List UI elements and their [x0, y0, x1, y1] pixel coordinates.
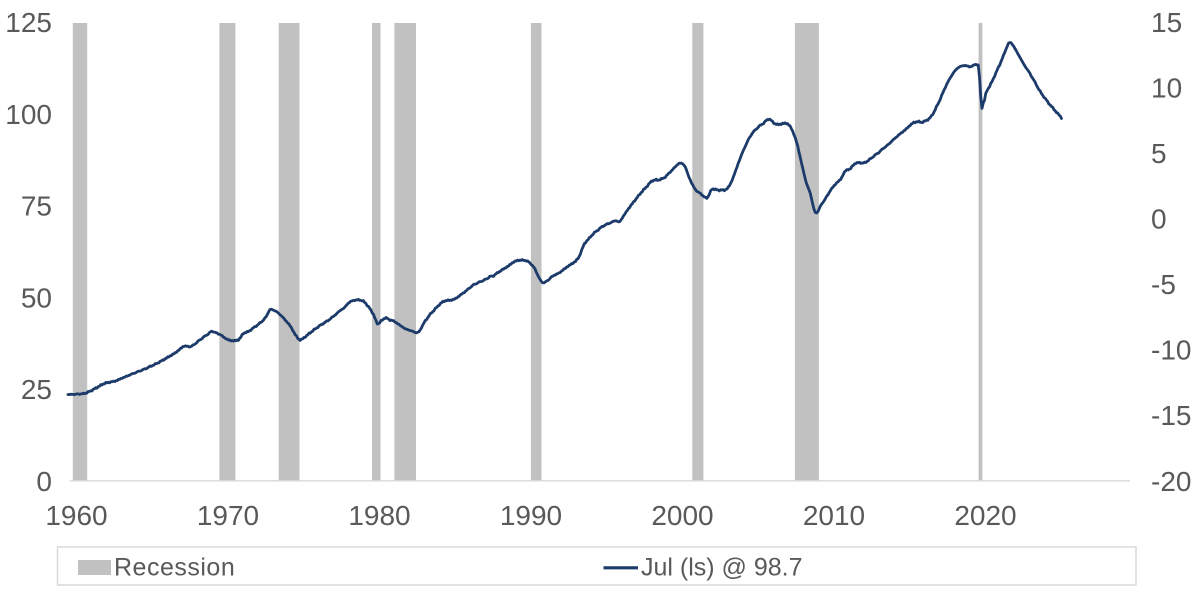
svg-text:-5: -5: [1151, 269, 1176, 300]
svg-text:2020: 2020: [954, 500, 1016, 531]
svg-text:0: 0: [36, 466, 52, 497]
svg-text:1960: 1960: [45, 500, 107, 531]
svg-text:5: 5: [1151, 138, 1167, 169]
svg-text:25: 25: [21, 374, 52, 405]
svg-text:-15: -15: [1151, 400, 1191, 431]
svg-text:2000: 2000: [651, 500, 713, 531]
svg-text:-10: -10: [1151, 335, 1191, 366]
svg-text:125: 125: [5, 7, 52, 38]
svg-text:75: 75: [21, 191, 52, 222]
svg-text:1970: 1970: [197, 500, 259, 531]
svg-text:50: 50: [21, 282, 52, 313]
svg-text:0: 0: [1151, 204, 1167, 235]
svg-text:Recession: Recession: [114, 554, 235, 582]
svg-text:1990: 1990: [500, 500, 562, 531]
svg-text:10: 10: [1151, 73, 1182, 104]
svg-text:2010: 2010: [803, 500, 865, 531]
svg-text:1980: 1980: [348, 500, 410, 531]
svg-text:15: 15: [1151, 7, 1182, 38]
svg-text:100: 100: [5, 99, 52, 130]
svg-text:Jul (ls) @ 98.7: Jul (ls) @ 98.7: [641, 554, 803, 582]
svg-text:-20: -20: [1151, 466, 1191, 497]
